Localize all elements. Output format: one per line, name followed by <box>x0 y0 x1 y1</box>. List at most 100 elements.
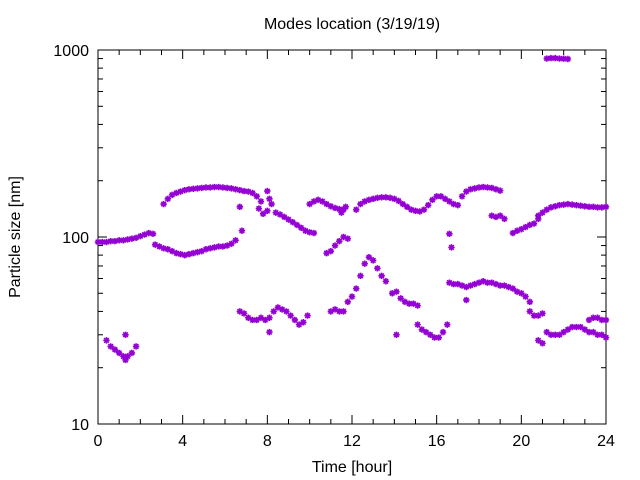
data-point <box>422 328 430 336</box>
data-point <box>543 206 550 213</box>
data-point <box>556 55 563 62</box>
data-point <box>340 233 347 241</box>
data-point <box>535 212 542 219</box>
data-point <box>594 331 601 338</box>
data-point <box>509 285 517 292</box>
data-point <box>310 198 318 205</box>
data-point <box>120 237 127 244</box>
data-point <box>310 229 318 237</box>
data-point <box>513 227 521 234</box>
data-point <box>268 200 275 208</box>
data-point <box>342 203 349 211</box>
chart-title: Modes location (3/19/19) <box>264 16 440 33</box>
data-point <box>245 314 252 321</box>
data-point <box>581 203 589 210</box>
y-axis-label: Particle size [nm] <box>7 176 24 298</box>
data-point <box>530 312 538 319</box>
data-point <box>471 185 478 192</box>
data-point <box>185 186 193 193</box>
data-point <box>122 356 129 364</box>
data-point <box>274 304 282 311</box>
data-point <box>219 243 227 250</box>
data-point <box>513 288 521 295</box>
data-point <box>338 209 345 216</box>
data-point <box>416 208 423 215</box>
data-point <box>132 343 140 350</box>
data-point <box>568 201 576 208</box>
data-point <box>535 337 542 344</box>
data-point <box>283 308 290 315</box>
data-point <box>156 243 163 250</box>
data-point <box>194 248 201 256</box>
data-point <box>211 183 218 191</box>
data-point <box>160 200 167 208</box>
data-point <box>467 282 474 289</box>
data-point <box>602 316 610 324</box>
data-point <box>357 272 364 280</box>
data-point <box>331 306 339 313</box>
data-point <box>471 280 478 288</box>
data-point <box>115 349 123 357</box>
y-tick-labels: 10 100 1000 <box>53 43 89 434</box>
data-point <box>266 314 273 321</box>
data-point <box>598 316 605 324</box>
data-point <box>448 244 455 251</box>
data-point <box>236 308 244 315</box>
data-point <box>264 187 271 195</box>
data-point <box>577 202 584 209</box>
data-point <box>369 257 377 264</box>
data-point <box>391 195 398 203</box>
data-point <box>564 55 572 63</box>
data-point <box>433 193 440 200</box>
data-point <box>236 203 244 211</box>
data-point <box>543 55 550 62</box>
data-point <box>425 201 432 209</box>
data-point <box>395 197 402 205</box>
data-point <box>556 331 563 338</box>
data-point <box>206 184 214 191</box>
data-point <box>223 184 231 192</box>
data-point <box>190 185 197 193</box>
data-point <box>598 331 605 338</box>
data-point <box>306 200 313 208</box>
data-point <box>206 245 214 252</box>
data-point <box>124 353 131 360</box>
data-point <box>323 249 330 257</box>
data-point <box>539 310 546 317</box>
data-point <box>249 189 256 197</box>
data-point <box>164 195 172 203</box>
data-point <box>285 216 292 223</box>
data-point <box>393 288 400 295</box>
data-point <box>382 194 390 201</box>
data-point <box>276 211 284 218</box>
data-point <box>560 201 567 208</box>
data-point <box>240 187 248 195</box>
data-point <box>278 306 286 313</box>
data-point <box>270 308 277 315</box>
data-point <box>564 326 572 333</box>
data-point <box>103 337 110 344</box>
data-point <box>522 293 529 300</box>
data-point <box>454 280 462 288</box>
data-point <box>353 206 360 213</box>
data-point <box>168 191 176 199</box>
data-point <box>340 206 347 213</box>
data-point <box>107 237 114 245</box>
data-point <box>128 349 136 357</box>
axis-ticks <box>97 49 607 425</box>
data-point <box>393 331 400 338</box>
data-point <box>300 319 307 326</box>
data-point <box>389 290 396 297</box>
data-point <box>295 321 303 328</box>
data-point <box>590 203 597 211</box>
data-point <box>327 308 335 315</box>
data-point <box>336 205 343 213</box>
data-point <box>585 328 593 336</box>
data-point <box>410 300 417 307</box>
data-point <box>526 298 533 306</box>
data-point <box>590 314 597 321</box>
data-point <box>435 334 442 341</box>
plot-frame <box>97 49 607 425</box>
data-point <box>215 183 222 191</box>
